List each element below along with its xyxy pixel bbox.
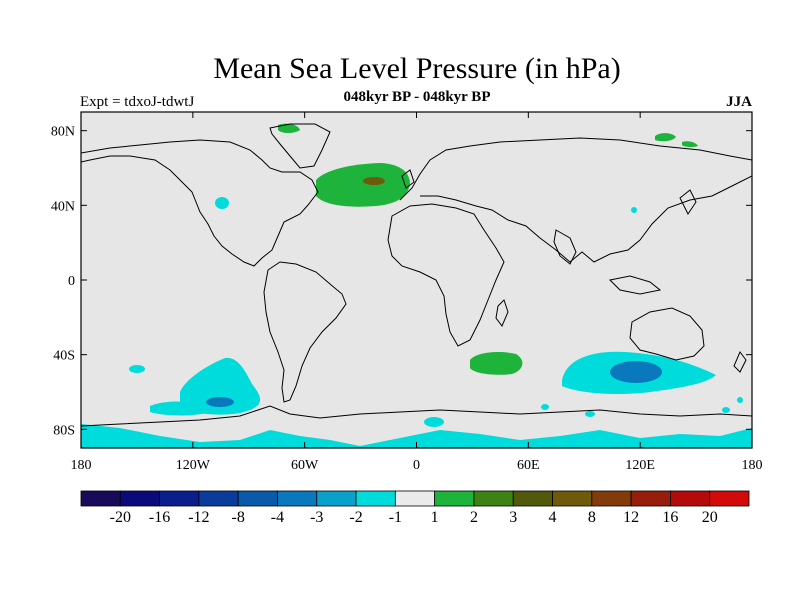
lon-tick-label: 180: [742, 458, 763, 473]
colorbar-label: -3: [310, 509, 323, 526]
colorbar-swatch: [355, 490, 396, 507]
map-subtitle: 048kyr BP - 048kyr BP: [343, 89, 491, 105]
map-title: Mean Sea Level Pressure (in hPa): [213, 52, 621, 85]
anomaly-regions: [81, 123, 752, 448]
experiment-label: Expt = tdxoJ-tdwtJ: [80, 94, 195, 110]
africa-coast: [387, 203, 505, 347]
colorbar-label: -1: [389, 509, 402, 526]
colorbar-swatch: [80, 490, 121, 507]
south-indian-core: [610, 361, 662, 383]
north-atlantic-core: [363, 177, 385, 185]
south-pacific-negative-region: [180, 357, 261, 415]
lat-tick-label: 80N: [51, 125, 75, 140]
cyan-blob: [585, 411, 595, 417]
lon-tick-label: 0: [413, 458, 420, 473]
japan-coast: [679, 189, 697, 215]
colorbar-swatch: [512, 490, 553, 507]
colorbar-swatch: [630, 490, 671, 507]
lon-tick-label: 60E: [517, 458, 540, 473]
coastlines: [81, 123, 752, 427]
madagascar-coast: [495, 299, 509, 327]
colorbar-label: 1: [431, 509, 439, 526]
india-coast: [553, 229, 577, 265]
colorbar-swatch: [198, 490, 239, 507]
colorbar-swatch: [316, 490, 357, 507]
south-pacific-core: [206, 397, 234, 407]
british-isles-coast: [401, 169, 415, 189]
lon-tick-label: 120E: [625, 458, 655, 473]
colorbar-label: -8: [232, 509, 245, 526]
cyan-blob: [631, 207, 637, 213]
colorbar-swatch: [394, 490, 436, 507]
colorbar-label: 8: [588, 509, 596, 526]
map-axes: 80N 40N 0 40S 80S 180 120W 60W 0 60E 120E 180: [51, 112, 763, 473]
season-label: JJA: [726, 94, 752, 110]
colorbar-label: -16: [149, 509, 170, 526]
lat-tick-label: 0: [68, 274, 75, 289]
north-america-coast: [81, 139, 319, 267]
colorbar-swatch: [159, 490, 200, 507]
lon-tick-label: 120W: [176, 458, 211, 473]
lat-tick-label: 40S: [53, 349, 75, 364]
lat-tick-label: 40N: [51, 199, 75, 214]
south-indian-positive-region: [470, 352, 523, 375]
arctic-positive-region: [278, 123, 300, 133]
cyan-blob: [722, 407, 730, 413]
colorbar-label: -12: [188, 509, 209, 526]
lon-tick-label: 180: [71, 458, 92, 473]
colorbar-label: 12: [623, 509, 639, 526]
north-atlantic-positive-region: [316, 163, 410, 207]
new-zealand-coast: [733, 351, 747, 373]
colorbar-swatch: [434, 490, 475, 507]
cyan-blob: [424, 417, 444, 427]
colorbar-swatch: [552, 490, 593, 507]
antarctica-coast: [81, 405, 752, 427]
colorbar-swatch: [277, 490, 318, 507]
colorbar-swatch: [670, 490, 711, 507]
colorbar-label: 4: [549, 509, 557, 526]
colorbar-label: -20: [110, 509, 131, 526]
colorbar-label: 3: [509, 509, 517, 526]
lon-tick-label: 60W: [291, 458, 319, 473]
colorbar-label: -4: [271, 509, 284, 526]
colorbar-swatch: [237, 490, 278, 507]
arctic-positive-region: [682, 141, 698, 148]
colorbar: -20 -16 -12 -8 -4 -3 -2 -1 1 2 3 4 8 12 16 20: [80, 490, 750, 526]
colorbar-swatch: [709, 490, 750, 507]
colorbar-swatch: [591, 490, 632, 507]
antarctic-negative-region: [81, 424, 752, 448]
lat-tick-label: 80S: [53, 423, 75, 438]
indonesia-coast: [608, 275, 662, 295]
south-america-coast: [263, 261, 347, 403]
cyan-blob: [737, 397, 743, 403]
colorbar-label: -2: [349, 509, 362, 526]
colorbar-swatch: [473, 490, 514, 507]
cyan-blob: [541, 404, 549, 410]
colorbar-label: 2: [470, 509, 478, 526]
colorbar-label: 20: [702, 509, 718, 526]
colorbar-label: 16: [662, 509, 678, 526]
arctic-positive-region: [655, 133, 676, 142]
australia-coast: [629, 307, 705, 361]
colorbar-swatch: [119, 490, 160, 507]
cyan-blob: [129, 365, 145, 373]
greenland-coast: [269, 123, 331, 169]
cyan-blob: [215, 197, 229, 209]
